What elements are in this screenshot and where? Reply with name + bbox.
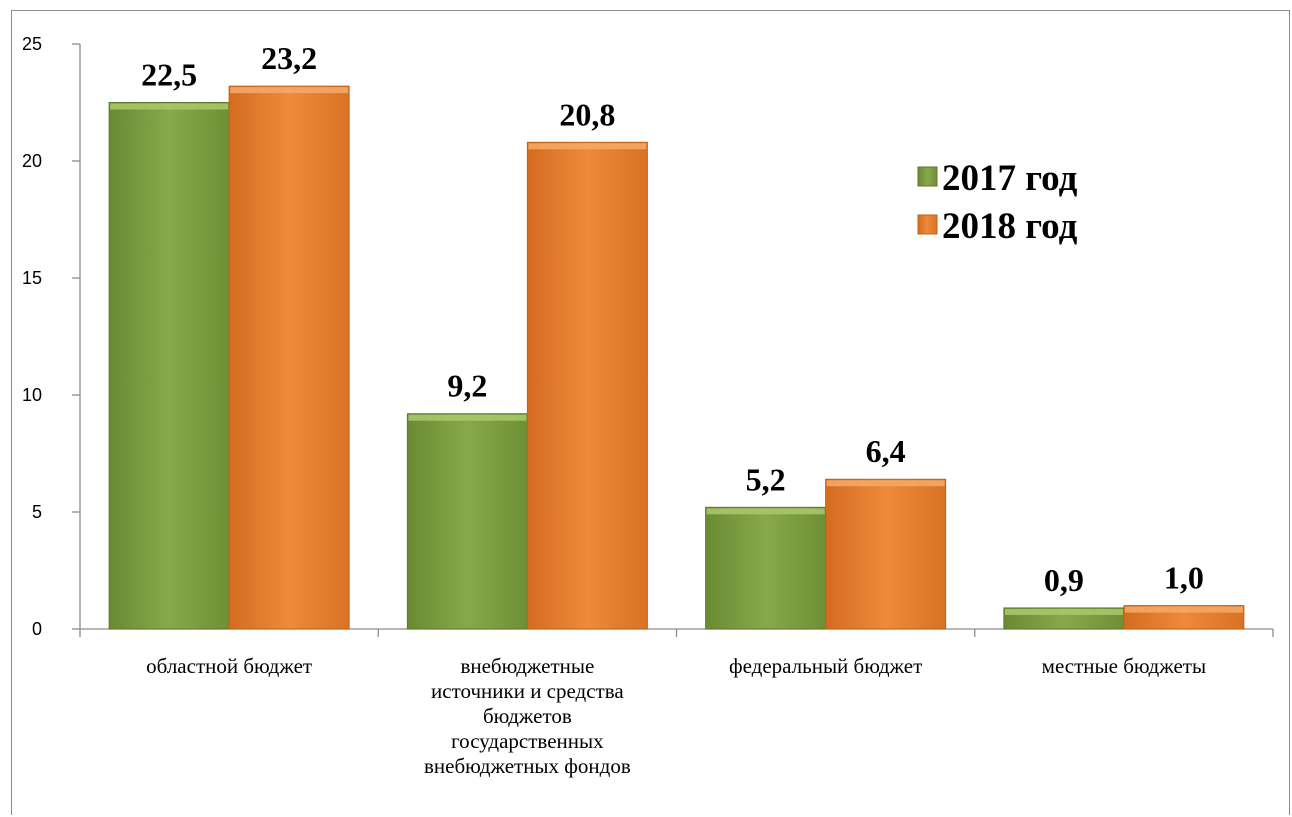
bar-2017 bbox=[406, 413, 528, 630]
y-tick-label: 15 bbox=[22, 268, 42, 288]
data-label: 23,2 bbox=[261, 40, 317, 76]
legend: 2017 год 2018 год bbox=[917, 158, 1078, 247]
data-label: 6,4 bbox=[866, 433, 906, 469]
data-label: 1,0 bbox=[1164, 560, 1204, 596]
y-tick-label: 10 bbox=[22, 385, 42, 405]
y-tick-label: 25 bbox=[22, 34, 42, 54]
bar-2018 bbox=[526, 141, 648, 630]
y-tick-label: 0 bbox=[32, 619, 42, 639]
data-label: 0,9 bbox=[1044, 562, 1084, 598]
bars bbox=[108, 85, 1245, 630]
legend-swatch bbox=[917, 214, 938, 235]
category-label: областной бюджет bbox=[146, 654, 312, 678]
category-label: федеральный бюджет bbox=[729, 654, 922, 678]
bar-2017 bbox=[108, 102, 230, 630]
bar-highlight bbox=[110, 103, 229, 110]
bar-highlight bbox=[528, 143, 647, 150]
legend-swatch bbox=[917, 166, 938, 187]
legend-label: 2018 год bbox=[942, 206, 1078, 247]
data-label: 22,5 bbox=[141, 57, 197, 93]
bar-highlight bbox=[1004, 608, 1123, 615]
data-label: 20,8 bbox=[559, 96, 615, 132]
data-label: 9,2 bbox=[447, 368, 487, 404]
labels: 22,5 23,2 областной бюджет 9,2 20,8 внебюджет… bbox=[141, 40, 1206, 778]
y-tick-label: 20 bbox=[22, 151, 42, 171]
bar-highlight bbox=[826, 480, 945, 487]
bar-highlight bbox=[230, 87, 349, 94]
bar-highlight bbox=[1124, 606, 1243, 613]
category-label: внебюджетные источники и средства бюджетов… bbox=[424, 654, 631, 778]
category-label: местные бюджеты bbox=[1042, 654, 1206, 678]
bar-highlight bbox=[408, 414, 527, 421]
bar-2018 bbox=[228, 85, 350, 630]
bar-2018 bbox=[825, 478, 947, 630]
chart-frame bbox=[11, 10, 1290, 815]
legend-label: 2017 год bbox=[942, 158, 1078, 199]
bar-2017 bbox=[705, 506, 827, 630]
data-label: 5,2 bbox=[746, 461, 786, 497]
bar-highlight bbox=[706, 508, 825, 515]
y-tick-label: 5 bbox=[32, 502, 42, 522]
